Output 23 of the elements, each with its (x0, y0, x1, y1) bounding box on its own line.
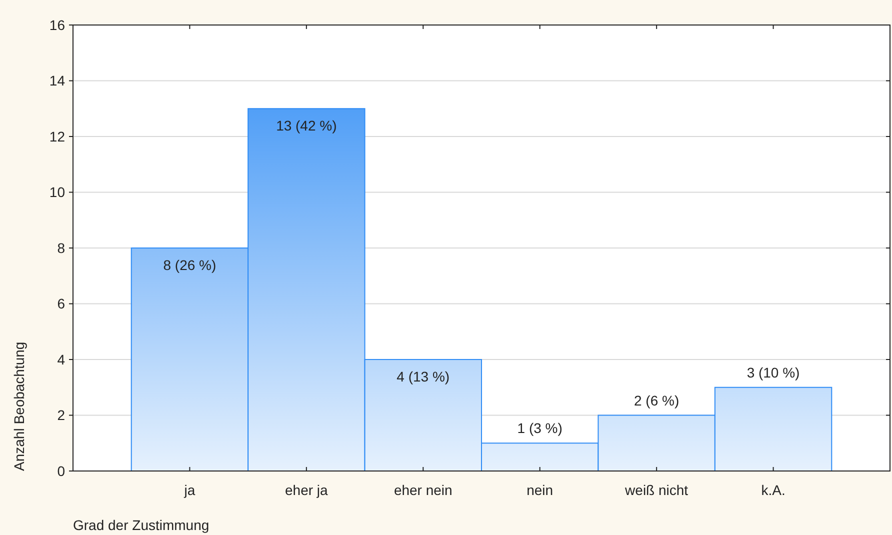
x-tick-label: eher ja (285, 482, 328, 498)
x-tick-label: weiß nicht (624, 482, 688, 498)
y-tick-label: 2 (57, 407, 66, 424)
y-tick-label: 12 (49, 128, 66, 144)
y-tick-label: 14 (49, 72, 66, 89)
x-tick-label: nein (526, 482, 554, 498)
y-tick-label: 4 (57, 351, 66, 368)
data-label: 2 (6 %) (634, 392, 680, 408)
data-label: 1 (3 %) (517, 420, 562, 436)
y-tick-label: 0 (57, 462, 66, 479)
y-tick-label: 8 (57, 240, 66, 256)
y-tick-label: 6 (57, 296, 66, 312)
y-tick-label: 10 (49, 184, 66, 200)
x-tick-label: eher nein (394, 482, 452, 498)
data-label: 3 (10 %) (746, 364, 800, 380)
x-tick-label: ja (183, 482, 196, 498)
y-axis-title: Anzahl Beobachtung (11, 342, 27, 471)
data-label: 13 (42 %) (276, 118, 337, 134)
data-label: 8 (26 %) (163, 257, 216, 273)
data-label: 4 (13 %) (396, 368, 450, 384)
y-tick-label: 16 (49, 16, 66, 33)
x-axis-title: Grad der Zustimmung (73, 517, 210, 533)
x-tick-label: k.A. (761, 482, 786, 498)
